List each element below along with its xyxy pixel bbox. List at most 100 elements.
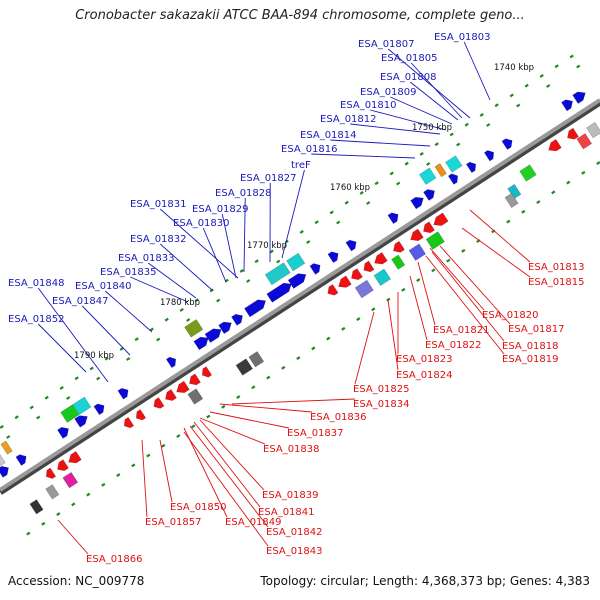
reverse-gene-17 [423, 221, 435, 234]
bottom-label-15: ESA_01839 [262, 490, 319, 501]
bottom-label-4: ESA_01821 [433, 325, 490, 336]
forward-gene-13 [287, 273, 307, 289]
top-label-1: ESA_01807 [358, 39, 415, 50]
chromosome-backbone [0, 98, 600, 495]
feature-box-13 [248, 351, 265, 368]
top-label-13: ESA_01829 [192, 204, 249, 215]
bottom-label-11: ESA_01834 [353, 399, 410, 410]
feature-box-25 [576, 133, 593, 150]
top-label-2: ESA_01805 [381, 53, 438, 64]
feature-box-0 [60, 404, 80, 423]
bottom-leader-7 [425, 255, 505, 355]
mid-tick-top-20 [276, 259, 281, 264]
reverse-gene-14 [374, 252, 388, 265]
scale-label-3: 1770 kbp [247, 241, 287, 251]
bottom-label-1: ESA_01815 [528, 277, 585, 288]
scale-label-0: 1740 kbp [494, 63, 534, 73]
bottom-label-10: ESA_01825 [353, 384, 410, 395]
bottom-label-14: ESA_01838 [263, 444, 320, 455]
top-label-9: treF [291, 160, 311, 171]
forward-gene-22 [483, 150, 495, 162]
feature-box-20 [62, 471, 79, 489]
forward-gene-9 [218, 321, 232, 335]
bottom-leader-0 [469, 209, 531, 263]
bottom-label-17: ESA_01841 [258, 507, 315, 518]
top-label-21: ESA_01852 [8, 314, 65, 325]
reverse-gene-20 [567, 127, 579, 140]
outer-tick-top-4 [29, 405, 34, 410]
outer-tick-top-26 [359, 190, 364, 195]
outer-tick-top-30 [419, 151, 424, 156]
outer-tick-bottom-22 [356, 317, 361, 322]
feature-box-3 [264, 262, 291, 286]
bottom-label-20: ESA_01842 [266, 527, 323, 538]
feature-box-10 [0, 440, 13, 455]
outer-tick-top-15 [194, 298, 199, 303]
reverse-gene-15 [393, 240, 405, 253]
mid-tick-top-24 [336, 220, 341, 225]
bottom-leader-10 [354, 311, 375, 385]
outer-tick-bottom-34 [536, 200, 541, 205]
mid-tick-top-40 [576, 64, 581, 69]
outer-tick-bottom-32 [506, 219, 511, 224]
scale-label-5: 1790 kbp [74, 351, 114, 361]
top-leader-21 [37, 323, 87, 373]
top-leader-9 [281, 169, 305, 259]
mid-tick-top-14 [186, 318, 191, 322]
reverse-gene-2 [68, 450, 82, 464]
bottom-label-2: ESA_01820 [482, 310, 539, 321]
forward-gene-7 [193, 336, 209, 351]
outer-tick-bottom-0 [26, 531, 31, 536]
scale-label-2: 1760 kbp [330, 183, 370, 193]
outer-tick-bottom-27 [431, 268, 436, 273]
bottom-leader-6 [409, 275, 428, 341]
outer-tick-top-40 [569, 54, 574, 59]
outer-tick-bottom-10 [176, 434, 181, 439]
mid-tick-top-38 [546, 84, 551, 88]
bottom-leader-5 [431, 251, 505, 342]
feature-box-17 [408, 243, 426, 261]
map-title: Cronobacter sakazakii ATCC BAA-894 chrom… [75, 8, 525, 23]
bottom-label-3: ESA_01817 [508, 324, 565, 335]
bottom-label-8: ESA_01823 [396, 354, 453, 365]
mid-tick-top-6 [66, 396, 71, 400]
outer-tick-top-2 [0, 424, 4, 429]
outer-tick-bottom-25 [401, 287, 406, 292]
outer-tick-top-7 [74, 376, 79, 381]
outer-tick-top-33 [464, 122, 469, 127]
top-label-15: ESA_01832 [130, 234, 187, 245]
outer-tick-top-36 [509, 93, 514, 98]
bottom-leader-2 [429, 247, 485, 311]
bottom-label-16: ESA_01850 [170, 502, 227, 513]
reverse-gene-18 [433, 212, 449, 226]
outer-tick-bottom-14 [236, 395, 241, 400]
forward-gene-11 [244, 299, 267, 318]
outer-tick-bottom-23 [371, 307, 376, 312]
tick-marks [0, 54, 600, 536]
reverse-gene-1 [57, 459, 69, 472]
outer-tick-bottom-18 [296, 356, 301, 361]
top-leader-17 [130, 276, 189, 303]
forward-gene-8 [204, 328, 222, 343]
mid-tick-top-16 [216, 298, 221, 303]
feature-box-19 [45, 484, 60, 500]
top-leader-15 [159, 243, 213, 291]
outer-tick-bottom-3 [71, 502, 76, 507]
feature-box-8 [519, 164, 537, 182]
mid-tick-top-36 [516, 103, 521, 108]
outer-tick-top-19 [254, 259, 259, 264]
feature-box-24 [586, 121, 600, 139]
mid-tick-top-8 [96, 376, 101, 381]
bottom-leader-20 [189, 425, 269, 528]
bottom-leader-13 [209, 411, 290, 429]
outer-tick-bottom-21 [341, 326, 346, 331]
reverse-gene-11 [338, 275, 352, 288]
outer-tick-top-8 [89, 366, 94, 371]
top-leader-18 [37, 287, 109, 383]
top-leader-8 [311, 153, 416, 159]
outer-tick-top-37 [524, 83, 529, 88]
feature-box-6 [434, 163, 447, 178]
bottom-leader-12 [219, 403, 313, 413]
feature-box-21 [29, 499, 44, 515]
outer-tick-top-13 [164, 317, 169, 322]
